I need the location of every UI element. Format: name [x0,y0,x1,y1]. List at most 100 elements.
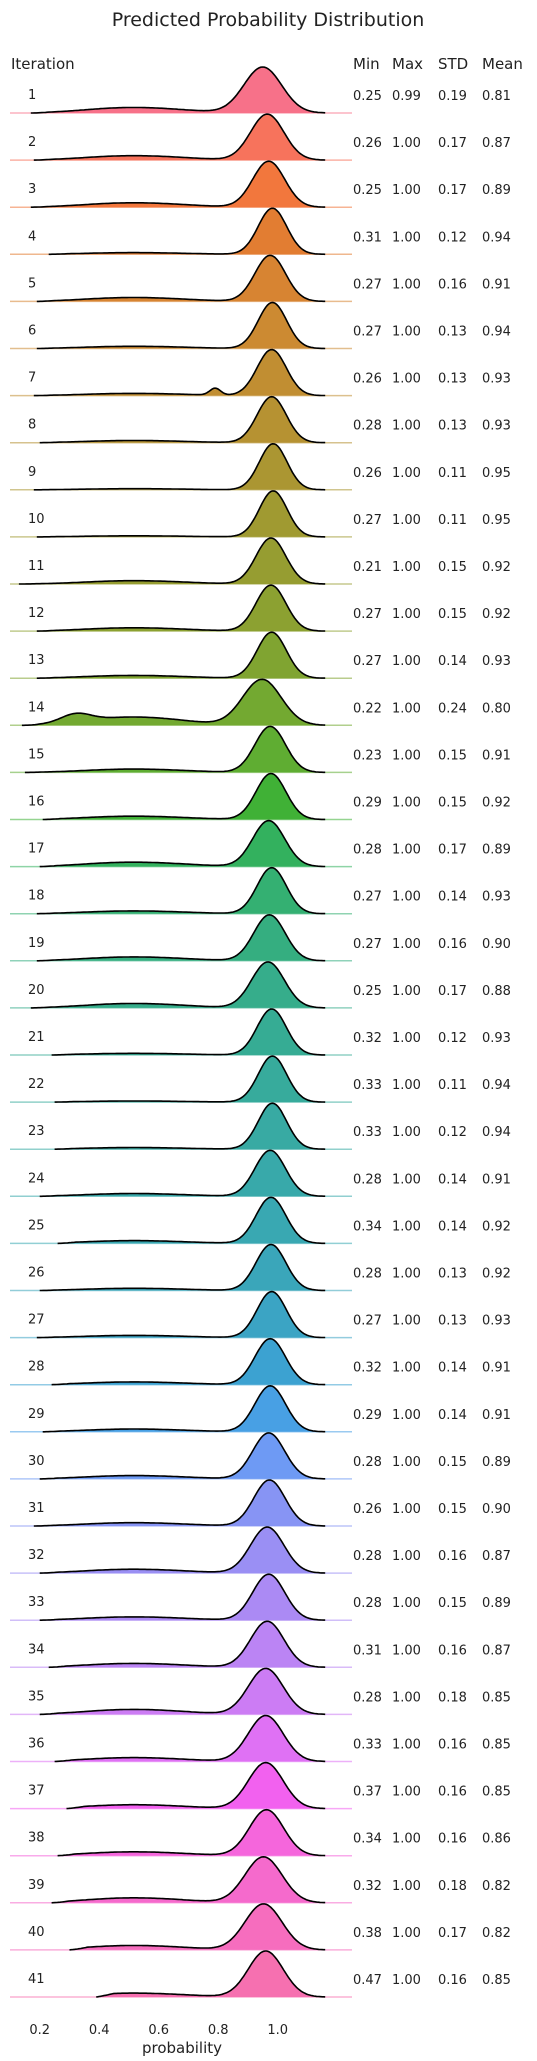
stat-mean-value: 0.92 [482,560,511,575]
ridge-area [48,208,326,255]
stat-max-value: 1.00 [392,560,421,575]
stat-min-value: 0.27 [353,277,382,292]
stat-std-value: 0.16 [438,1785,467,1800]
stat-max-value: 1.00 [392,1549,421,1564]
ridges: 1 0.25 0.99 0.19 0.812 0.26 1.00 0.17 0.873 0.25 1… [10,66,511,1998]
ridge-line [39,1667,326,1716]
stat-min-value: 0.27 [353,890,382,905]
iteration-label: 12 [28,606,45,621]
ridge-area [42,773,326,820]
stat-mean-value: 0.94 [482,230,511,245]
stat-mean-value: 0.93 [482,419,511,434]
ridge-line [39,1149,326,1198]
stat-std-value: 0.16 [438,1738,467,1753]
ridge-line [57,1808,326,1857]
ridge-area [33,1480,326,1526]
ridge-area [36,490,326,537]
ridge-area [39,820,326,867]
stat-std-value: 0.13 [438,372,467,387]
stat-max-value: 1.00 [392,1926,421,1941]
iteration-label: 33 [28,1595,45,1610]
iteration-label: 20 [28,983,45,998]
stat-max-value: 1.00 [392,1832,421,1847]
ridge-area [42,1385,326,1432]
stat-mean-value: 0.89 [482,1455,511,1470]
ridge-line [39,1243,326,1292]
stat-std-value: 0.11 [438,513,467,528]
ridge-row: 40 0.38 1.00 0.17 0.82 [10,1903,511,1951]
iteration-label: 23 [28,1124,45,1139]
ridge-area [54,1715,326,1762]
stat-max-value: 1.00 [392,607,421,622]
stat-min-value: 0.37 [353,1785,382,1800]
ridge-area [24,726,326,773]
ridge-row: 22 0.33 1.00 0.11 0.94 [10,1055,511,1103]
iteration-label: 32 [28,1548,45,1563]
stat-mean-value: 0.93 [482,372,511,387]
stat-max-value: 1.00 [392,1973,421,1988]
stat-max-value: 1.00 [392,419,421,434]
ridge-area [96,1951,326,1997]
stat-std-value: 0.12 [438,1031,467,1046]
stat-min-value: 0.34 [353,1219,382,1234]
ridge-line [24,725,326,774]
stat-min-value: 0.28 [353,843,382,858]
stat-min-value: 0.26 [353,466,382,481]
ridge-row: 4 0.31 1.00 0.12 0.94 [10,207,511,256]
stat-mean-value: 0.92 [482,1219,511,1234]
stat-std-value: 0.14 [438,890,467,905]
stat-max-value: 1.00 [392,1408,421,1423]
ridge-line [39,819,326,868]
ridge-row: 17 0.28 1.00 0.17 0.89 [10,819,511,868]
ridge-line [54,1714,326,1763]
ridge-area [39,1432,326,1479]
stat-std-value: 0.12 [438,230,467,245]
stat-min-value: 0.26 [353,136,382,151]
ridge-area [36,867,326,914]
stat-max-value: 1.00 [392,1219,421,1234]
stat-max-value: 1.00 [392,230,421,245]
iteration-label: 8 [28,418,36,433]
ridge-line [36,1290,326,1339]
ridge-area [30,161,326,208]
ridge-line [39,395,326,444]
stat-mean-value: 0.86 [482,1832,511,1847]
ridge-row: 2 0.26 1.00 0.17 0.87 [10,113,511,161]
iteration-label: 28 [28,1360,45,1375]
iteration-label: 15 [28,747,45,762]
ridge-row: 35 0.28 1.00 0.18 0.85 [10,1667,511,1716]
stat-mean-value: 0.91 [482,1408,511,1423]
stat-min-value: 0.33 [353,1078,382,1093]
ridge-row: 32 0.28 1.00 0.16 0.87 [10,1526,511,1574]
stat-std-value: 0.18 [438,1879,467,1894]
iteration-label: 5 [28,276,36,291]
stat-std-value: 0.18 [438,1690,467,1705]
ridge-line [30,961,326,1009]
stat-min-value: 0.32 [353,1031,382,1046]
ridge-line [30,66,326,114]
ridge-area [36,1291,326,1338]
stat-mean-value: 0.85 [482,1738,511,1753]
stat-header-std: STD [438,55,468,73]
stat-min-value: 0.28 [353,1596,382,1611]
iteration-label: 4 [28,229,36,244]
ridge-row: 24 0.28 1.00 0.14 0.91 [10,1149,511,1198]
iteration-label: 27 [28,1313,45,1328]
stat-min-value: 0.27 [353,325,382,340]
ridge-row: 33 0.28 1.00 0.15 0.89 [10,1573,511,1621]
stat-std-value: 0.13 [438,1267,467,1282]
stat-min-value: 0.22 [353,701,382,716]
stat-header-max: Max [392,55,423,73]
stat-min-value: 0.27 [353,937,382,952]
stat-std-value: 0.15 [438,560,467,575]
ridge-line [36,631,326,679]
ridge-row: 13 0.27 1.00 0.14 0.93 [10,631,511,679]
ridge-line [36,490,326,538]
ridge-area [69,1903,326,1950]
x-axis-label: probability [142,2039,222,2057]
ridge-area [57,1809,326,1856]
stat-min-value: 0.26 [353,372,382,387]
ridge-row: 3 0.25 1.00 0.17 0.89 [10,160,511,208]
stat-mean-value: 0.85 [482,1973,511,1988]
ridge-row: 23 0.33 1.00 0.12 0.94 [10,1102,511,1150]
